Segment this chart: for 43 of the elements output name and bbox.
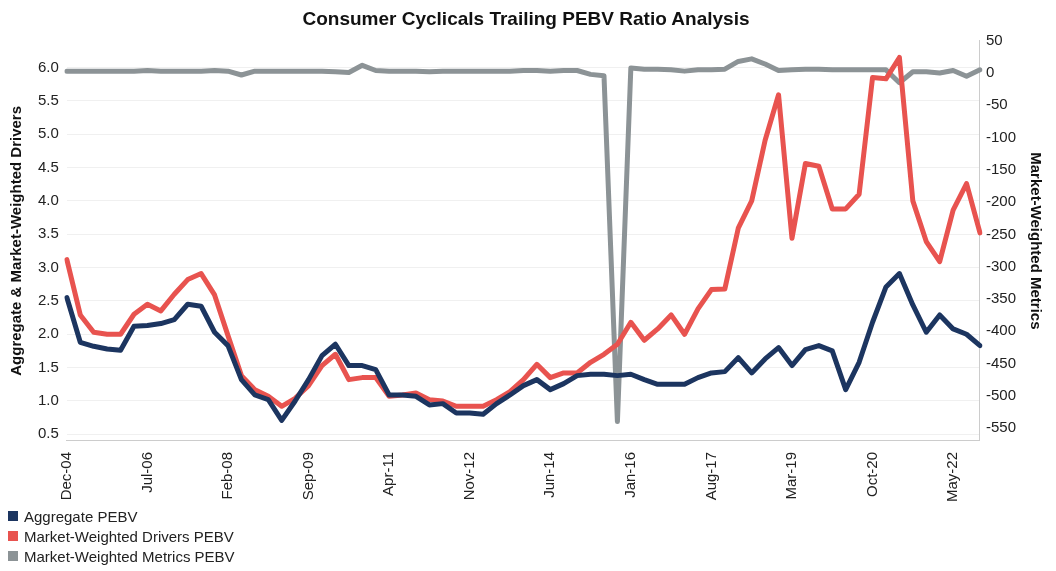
x-tick-label: Dec-04 [56,451,74,501]
y-tick-label: 4.5 [37,157,59,175]
y-tick-label: 5.5 [37,90,59,108]
y2-axis-title: Market-Weighted Metrics [1027,152,1045,330]
y2-tick-label: 0 [985,63,995,81]
legend-label: Aggregate PEBV [24,507,138,525]
y-tick-label: 0.5 [37,424,59,442]
y-tick-label: 6.0 [37,57,59,75]
x-tick-label: Jun-14 [540,451,558,498]
x-tick-label: Aug-17 [701,451,719,501]
y-tick-label: 5.0 [37,124,59,142]
y-tick-label: 3.5 [37,224,59,242]
x-tick-label: Feb-08 [218,451,236,500]
x-tick-label: Mar-19 [782,451,800,500]
y-axis-title: Aggregate & Market-Weighted Drivers [7,105,25,376]
y2-tick-label: -250 [985,224,1017,242]
y-tick-label: 3.0 [37,257,59,275]
x-tick-label: Oct-20 [862,451,880,497]
y2-tick-label: -300 [985,256,1017,274]
y2-tick-label: 50 [985,30,1003,48]
y2-tick-label: -100 [985,127,1017,145]
x-tick-label: Apr-11 [379,451,397,496]
y2-tick-label: -350 [985,289,1017,307]
y-tick-label: 1.5 [37,357,59,375]
chart-title: Consumer Cyclicals Trailing PEBV Ratio Analysis [302,7,750,29]
y2-tick-label: -150 [985,160,1017,178]
y2-tick-label: -500 [985,385,1017,403]
y2-tick-label: -200 [985,192,1017,210]
y2-tick-label: -550 [985,418,1017,436]
legend-label: Market-Weighted Metrics PEBV [24,547,235,565]
legend-label: Market-Weighted Drivers PEBV [24,527,234,545]
y2-tick-label: -450 [985,353,1017,371]
x-tick-label: Sep-09 [298,451,316,501]
x-tick-label: Jul-06 [137,451,155,493]
x-tick-label: Nov-12 [459,451,477,501]
y2-tick-label: -50 [985,95,1008,113]
y-tick-label: 1.0 [37,391,59,409]
y-tick-label: 4.0 [37,191,59,209]
y-tick-label: 2.5 [37,291,59,309]
x-tick-label: Jan-16 [620,451,638,498]
x-tick-label: May-22 [943,451,961,503]
y-tick-label: 2.0 [37,324,59,342]
y2-tick-label: -400 [985,321,1017,339]
